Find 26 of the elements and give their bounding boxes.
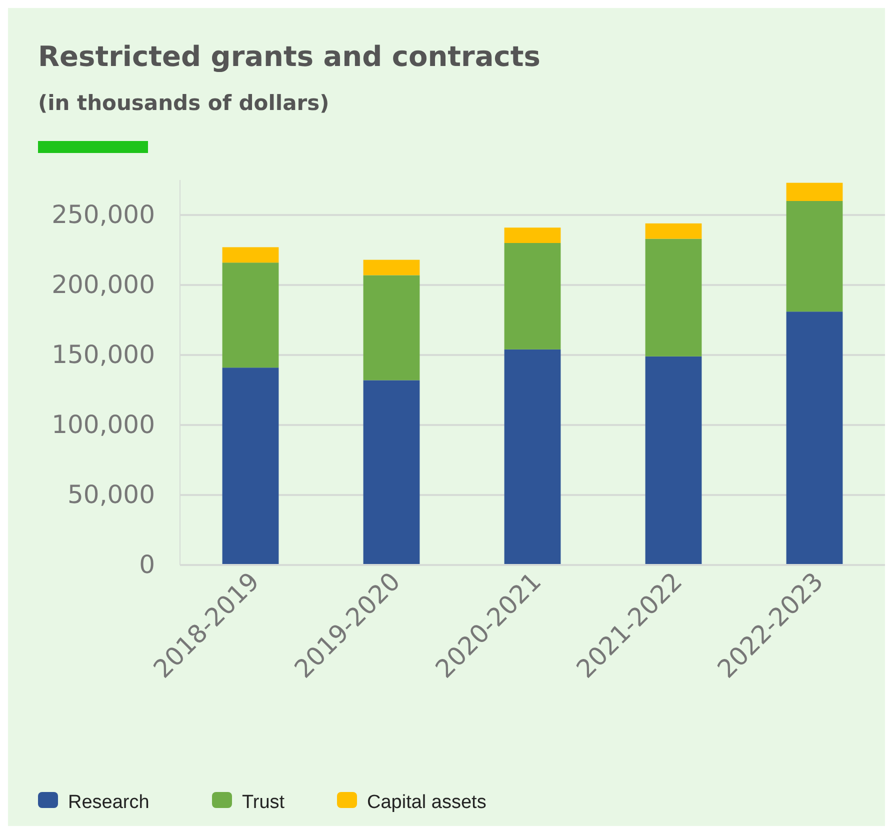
bar bbox=[786, 201, 843, 312]
bar bbox=[645, 356, 702, 565]
y-tick-label: 0 bbox=[139, 550, 155, 579]
bar bbox=[645, 223, 702, 239]
bar bbox=[504, 349, 561, 565]
bar bbox=[645, 238, 702, 356]
bar bbox=[222, 368, 279, 565]
bar bbox=[786, 312, 843, 565]
y-tick-label: 50,000 bbox=[68, 480, 155, 509]
bar bbox=[363, 380, 420, 565]
bar bbox=[222, 247, 279, 263]
legend-label: Capital assets bbox=[367, 792, 486, 813]
y-tick-label: 100,000 bbox=[52, 410, 155, 439]
bar bbox=[786, 182, 843, 201]
bar bbox=[504, 243, 561, 350]
chart-title: Restricted grants and contracts bbox=[38, 40, 540, 73]
y-tick-label: 250,000 bbox=[52, 200, 155, 229]
bar bbox=[363, 260, 420, 276]
y-tick-label: 200,000 bbox=[52, 270, 155, 299]
bar bbox=[222, 262, 279, 368]
chart-subtitle: (in thousands of dollars) bbox=[38, 91, 330, 115]
y-tick-label: 150,000 bbox=[52, 340, 155, 369]
legend-label: Research bbox=[68, 792, 150, 813]
bar bbox=[363, 275, 420, 380]
bar bbox=[504, 228, 561, 243]
legend-label: Trust bbox=[242, 792, 286, 813]
